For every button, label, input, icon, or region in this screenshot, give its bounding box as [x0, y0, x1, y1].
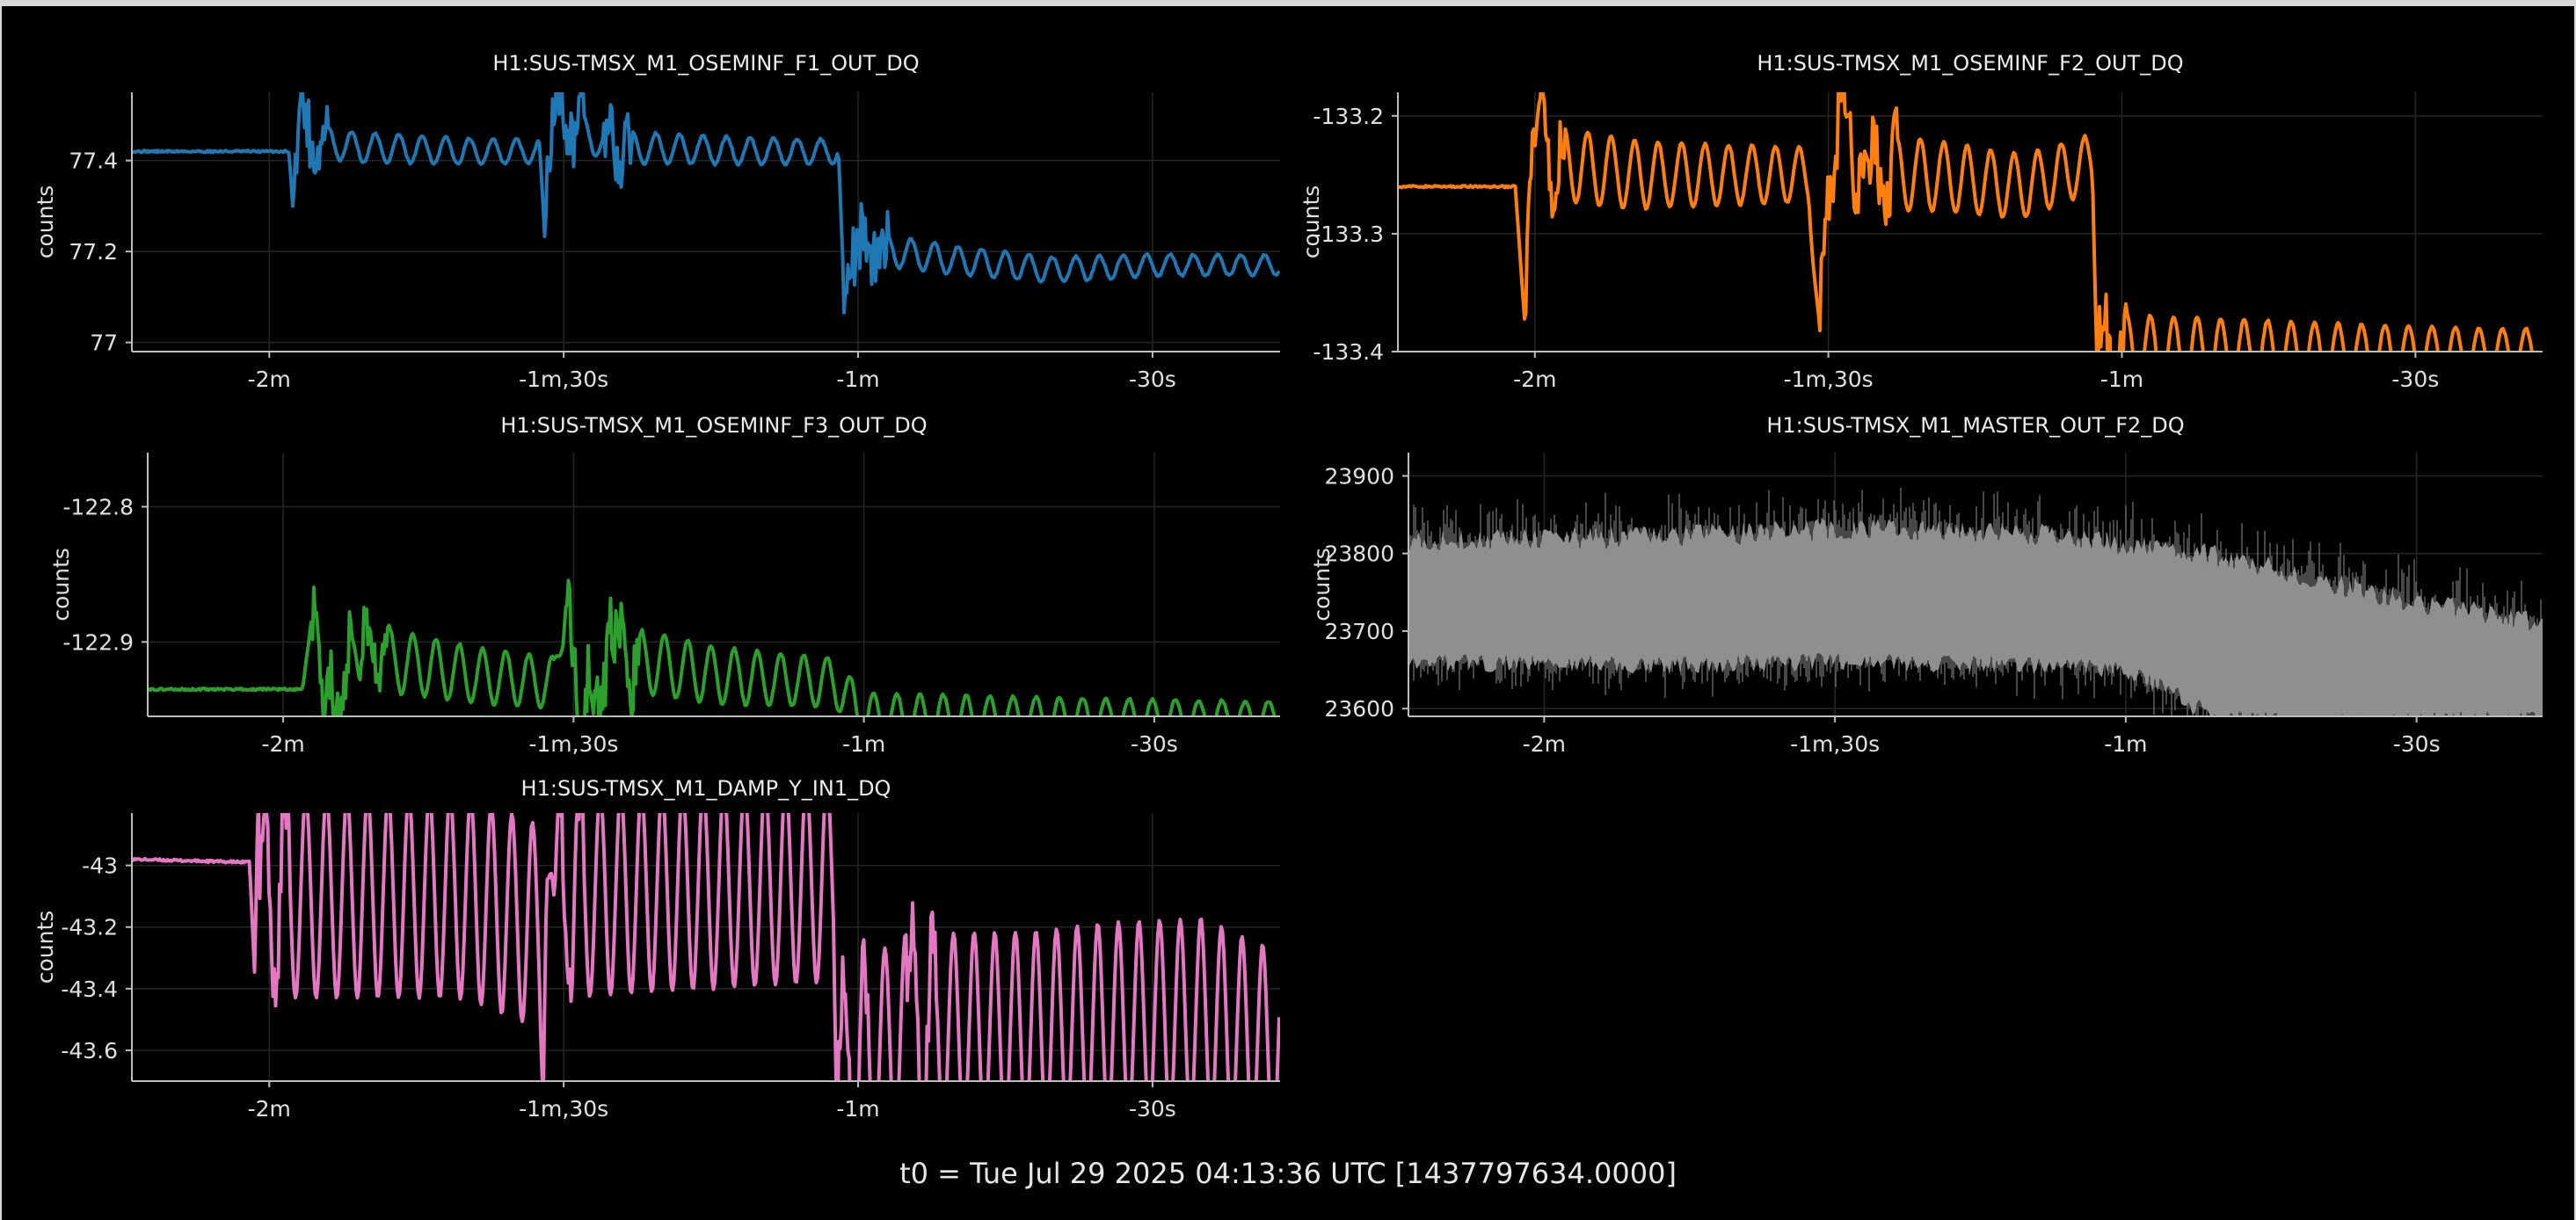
x-tick-label: -1m: [836, 1096, 879, 1122]
x-tick-label: -2m: [248, 367, 291, 392]
plot-title: H1:SUS-TMSX_M1_DAMP_Y_IN1_DQ: [521, 776, 891, 801]
y-tick-label: -133.3: [1313, 221, 1384, 247]
y-tick-label: 23700: [1324, 619, 1394, 644]
series-line: [132, 92, 1280, 315]
t0-footer: t0 = Tue Jul 29 2025 04:13:36 UTC [14377…: [899, 1157, 1677, 1190]
x-tick-label: -30s: [1131, 731, 1178, 757]
x-tick-label: -1m: [2104, 731, 2147, 757]
x-tick-label: -2m: [1513, 367, 1556, 392]
y-tick-label: 23800: [1324, 541, 1394, 567]
x-tick-label: -2m: [1523, 731, 1566, 757]
series-area: [148, 578, 1277, 716]
y-axis-label: counts: [33, 911, 58, 984]
x-tick-label: -1m,30s: [519, 367, 608, 392]
y-axis-label: counts: [48, 548, 74, 621]
y-axis-label: counts: [33, 185, 58, 259]
x-tick-label: -1m: [2100, 367, 2143, 392]
x-tick-label: -1m: [836, 367, 879, 392]
plot-title: H1:SUS-TMSX_M1_MASTER_OUT_F2_DQ: [1766, 413, 2184, 438]
x-tick-label: -30s: [2393, 731, 2441, 757]
y-tick-label: 77.2: [69, 239, 118, 265]
y-tick-label: 23900: [1324, 463, 1394, 489]
plot-title: H1:SUS-TMSX_M1_OSEMINF_F3_OUT_DQ: [500, 413, 927, 438]
x-tick-label: -1m,30s: [1784, 367, 1874, 392]
y-tick-label: -43.2: [61, 915, 118, 940]
x-tick-label: -1m,30s: [519, 1096, 608, 1122]
x-tick-label: -30s: [1129, 1096, 1176, 1122]
y-axis-label: counts: [1299, 185, 1324, 259]
plot-title: H1:SUS-TMSX_M1_OSEMINF_F1_OUT_DQ: [492, 51, 919, 76]
series-area: [132, 813, 1280, 1081]
x-tick-label: -30s: [1129, 367, 1176, 392]
y-tick-label: -43: [82, 853, 118, 879]
y-tick-label: -43.4: [61, 977, 118, 1002]
y-tick-label: -133.2: [1313, 104, 1384, 129]
x-tick-label: -30s: [2391, 367, 2439, 392]
y-tick-label: 77.4: [69, 149, 118, 174]
y-tick-label: -122.8: [62, 495, 134, 520]
series-line: [132, 813, 1280, 1081]
y-tick-label: 77: [90, 330, 118, 356]
series-area: [1398, 92, 2534, 352]
series-area: [1408, 488, 2543, 716]
x-tick-label: -1m,30s: [528, 731, 618, 757]
series-line: [1398, 92, 2534, 352]
y-tick-label: -43.6: [61, 1038, 118, 1064]
x-tick-label: -2m: [248, 1096, 291, 1122]
y-tick-label: 23600: [1324, 696, 1394, 722]
x-tick-label: -2m: [261, 731, 304, 757]
y-tick-label: -122.9: [62, 629, 134, 655]
series-line: [148, 578, 1277, 716]
x-tick-label: -1m: [842, 731, 885, 757]
series-area: [132, 92, 1280, 315]
x-tick-label: -1m,30s: [1790, 731, 1880, 757]
y-tick-label: -133.4: [1313, 339, 1384, 365]
y-axis-label: counts: [1309, 548, 1335, 621]
plot-title: H1:SUS-TMSX_M1_OSEMINF_F2_OUT_DQ: [1757, 51, 2183, 76]
